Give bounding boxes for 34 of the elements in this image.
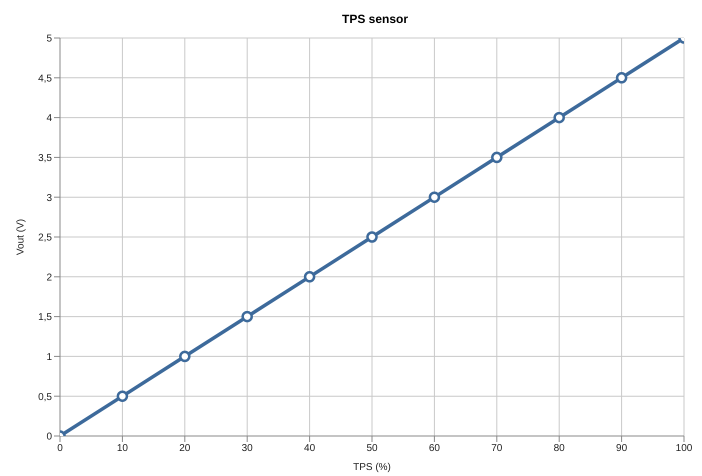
x-tick-label: 70 [491, 443, 503, 454]
x-tick-label: 0 [57, 443, 64, 454]
point [366, 231, 378, 243]
x-tick-label: 60 [428, 443, 440, 454]
y-tick-label: 4,5 [38, 73, 52, 84]
point [616, 72, 628, 84]
x-axis-title: TPS (%) [353, 462, 391, 473]
x-tick-label: 40 [304, 443, 316, 454]
y-tick-label: 5 [46, 34, 52, 45]
y-tick-label: 3,5 [38, 152, 52, 164]
y-tick-label: 3 [46, 192, 52, 204]
point [116, 390, 128, 402]
point [179, 350, 191, 362]
y-tick-label: 1,5 [38, 312, 52, 324]
y-tick-label: 2 [46, 272, 52, 284]
y-tick-label: 2,5 [38, 232, 52, 244]
x-tick-label: 10 [116, 443, 128, 454]
point [241, 310, 253, 322]
y-tick-label: 0,5 [38, 392, 52, 403]
x-tick-label: 90 [616, 443, 628, 454]
y-tick-label: 4 [46, 113, 52, 124]
y-axis-title: Vout (V) [16, 218, 27, 256]
x-tick-label: 80 [554, 443, 566, 454]
point [304, 271, 316, 283]
y-tick-label: 0 [46, 432, 52, 443]
point [491, 152, 503, 164]
x-tick-label: 30 [242, 443, 254, 454]
y-tick-label: 1 [46, 352, 52, 363]
point [553, 112, 565, 124]
x-tick-label: 20 [179, 443, 191, 454]
point [428, 191, 440, 203]
x-tick-label: 50 [366, 443, 378, 454]
x-tick-label: 100 [676, 443, 693, 454]
chart-title: TPS sensor [340, 11, 410, 28]
